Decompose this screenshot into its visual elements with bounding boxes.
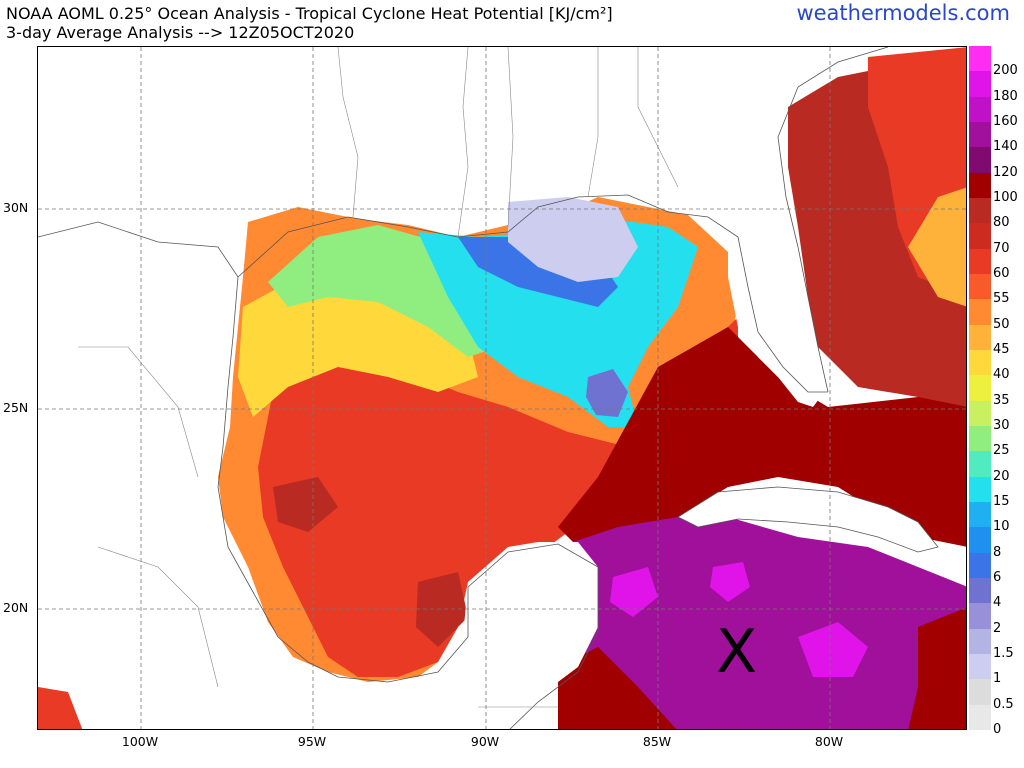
colorbar-label: 50 (993, 316, 1010, 332)
colorbar-label: 140 (993, 139, 1018, 155)
title-line-1: NOAA AOML 0.25° Ocean Analysis - Tropica… (6, 4, 613, 23)
caribbean-magenta-3 (798, 622, 868, 677)
colorbar-segment (969, 324, 991, 351)
colorbar-segment (969, 96, 991, 123)
colorbar-segment (969, 147, 991, 174)
colorbar-segment (969, 299, 991, 326)
colorbar-segment (969, 603, 991, 630)
gulf-darkred-zone-2 (416, 572, 468, 647)
atlantic-orange-eddy (908, 187, 966, 307)
lon-label-85w: 85W (642, 734, 672, 749)
heat-potential-map (38, 47, 966, 729)
colorbar-segment (969, 502, 991, 528)
gulf-red-zone (258, 317, 738, 677)
colorbar-label: 10 (993, 519, 1010, 535)
colorbar-label: 55 (993, 291, 1010, 307)
colorbar-segment (969, 426, 991, 452)
gulf-darkred-zone-1 (273, 477, 338, 532)
colorbar-segment (969, 476, 991, 503)
chart-title: NOAA AOML 0.25° Ocean Analysis - Tropica… (6, 4, 613, 42)
borders (78, 47, 679, 708)
lon-label-100w: 100W (121, 734, 159, 749)
colorbar (969, 46, 991, 731)
colorbar-segment (969, 451, 991, 478)
colorbar-label: 60 (993, 266, 1010, 281)
colorbar-segment (969, 172, 991, 199)
colorbar-label: 120 (993, 164, 1018, 180)
florida-landmask (728, 197, 828, 407)
colorbar-label: 0.5 (993, 696, 1014, 712)
caribbean-purple (558, 517, 966, 729)
colorbar-segment (969, 248, 991, 275)
colorbar-segment (969, 71, 991, 98)
colorbar-label: 20 (993, 468, 1010, 484)
colorbar-segment (969, 400, 991, 427)
colorbar-segment (969, 628, 991, 655)
colorbar-label: 70 (993, 240, 1010, 256)
colorbar-segment (969, 552, 991, 579)
colorbar-segment (969, 679, 991, 706)
colorbar-label: 100 (993, 190, 1018, 205)
lat-label-20n: 20N (3, 600, 29, 615)
colorbar-label: 8 (993, 544, 1002, 560)
brand-watermark: weathermodels.com (796, 1, 1010, 25)
colorbar-segment (969, 704, 991, 731)
title-line-2: 3-day Average Analysis --> 12Z05OCT2020 (6, 23, 355, 42)
colorbar-segment (969, 654, 991, 680)
colorbar-label: 0 (993, 722, 1002, 737)
colorbar-label: 200 (993, 63, 1018, 79)
gulf-blue-eddy (586, 369, 628, 417)
colorbar-label: 80 (993, 215, 1010, 231)
colorbar-label: 35 (993, 392, 1010, 408)
colorbar-label: 1 (993, 671, 1002, 687)
map-frame (37, 46, 967, 730)
pacific-corner-fill (38, 687, 83, 729)
graticule (38, 47, 966, 729)
lon-label-95w: 95W (297, 734, 327, 749)
colorbar-segment (969, 122, 991, 148)
colorbar-segment (969, 375, 991, 402)
florida-east-coast (777, 47, 889, 393)
colorbar-label: 30 (993, 418, 1010, 433)
cuba-coast (677, 486, 939, 553)
gulf-north-coast (237, 194, 828, 393)
yucatan-landmask (448, 542, 598, 729)
lat-label-30n: 30N (3, 200, 29, 215)
colorbar-label: 40 (993, 367, 1010, 383)
colorbar-label: 1.5 (993, 646, 1014, 661)
colorbar-label: 45 (993, 342, 1010, 357)
colorbar-segment (969, 578, 991, 604)
caribbean-darkred-south (558, 647, 677, 729)
colorbar-segment (969, 223, 991, 250)
colorbar-label: 15 (993, 494, 1010, 509)
lon-label-80w: 80W (814, 734, 844, 749)
colorbar-label: 2 (993, 620, 1002, 636)
colorbar-label: 4 (993, 595, 1002, 611)
gulf-lavender-zone (508, 197, 638, 282)
lat-label-25n: 25N (3, 400, 29, 415)
colorbar-segment (969, 350, 991, 376)
colorbar-label: 180 (993, 88, 1018, 104)
lon-label-90w: 90W (470, 734, 500, 749)
east-gulf-darkred (558, 327, 966, 547)
caribbean-magenta-2 (710, 562, 750, 602)
caribbean-magenta-1 (610, 567, 658, 617)
colorbar-segment (969, 198, 991, 224)
colorbar-segment (969, 527, 991, 554)
caribbean-darkred-east (908, 607, 966, 729)
colorbar-label: 6 (993, 570, 1002, 585)
colorbar-segment (969, 274, 991, 300)
storm-position-marker: X (716, 617, 758, 687)
colorbar-label: 160 (993, 114, 1018, 129)
colorbar-label: 25 (993, 443, 1010, 459)
colorbar-segment (969, 46, 991, 72)
